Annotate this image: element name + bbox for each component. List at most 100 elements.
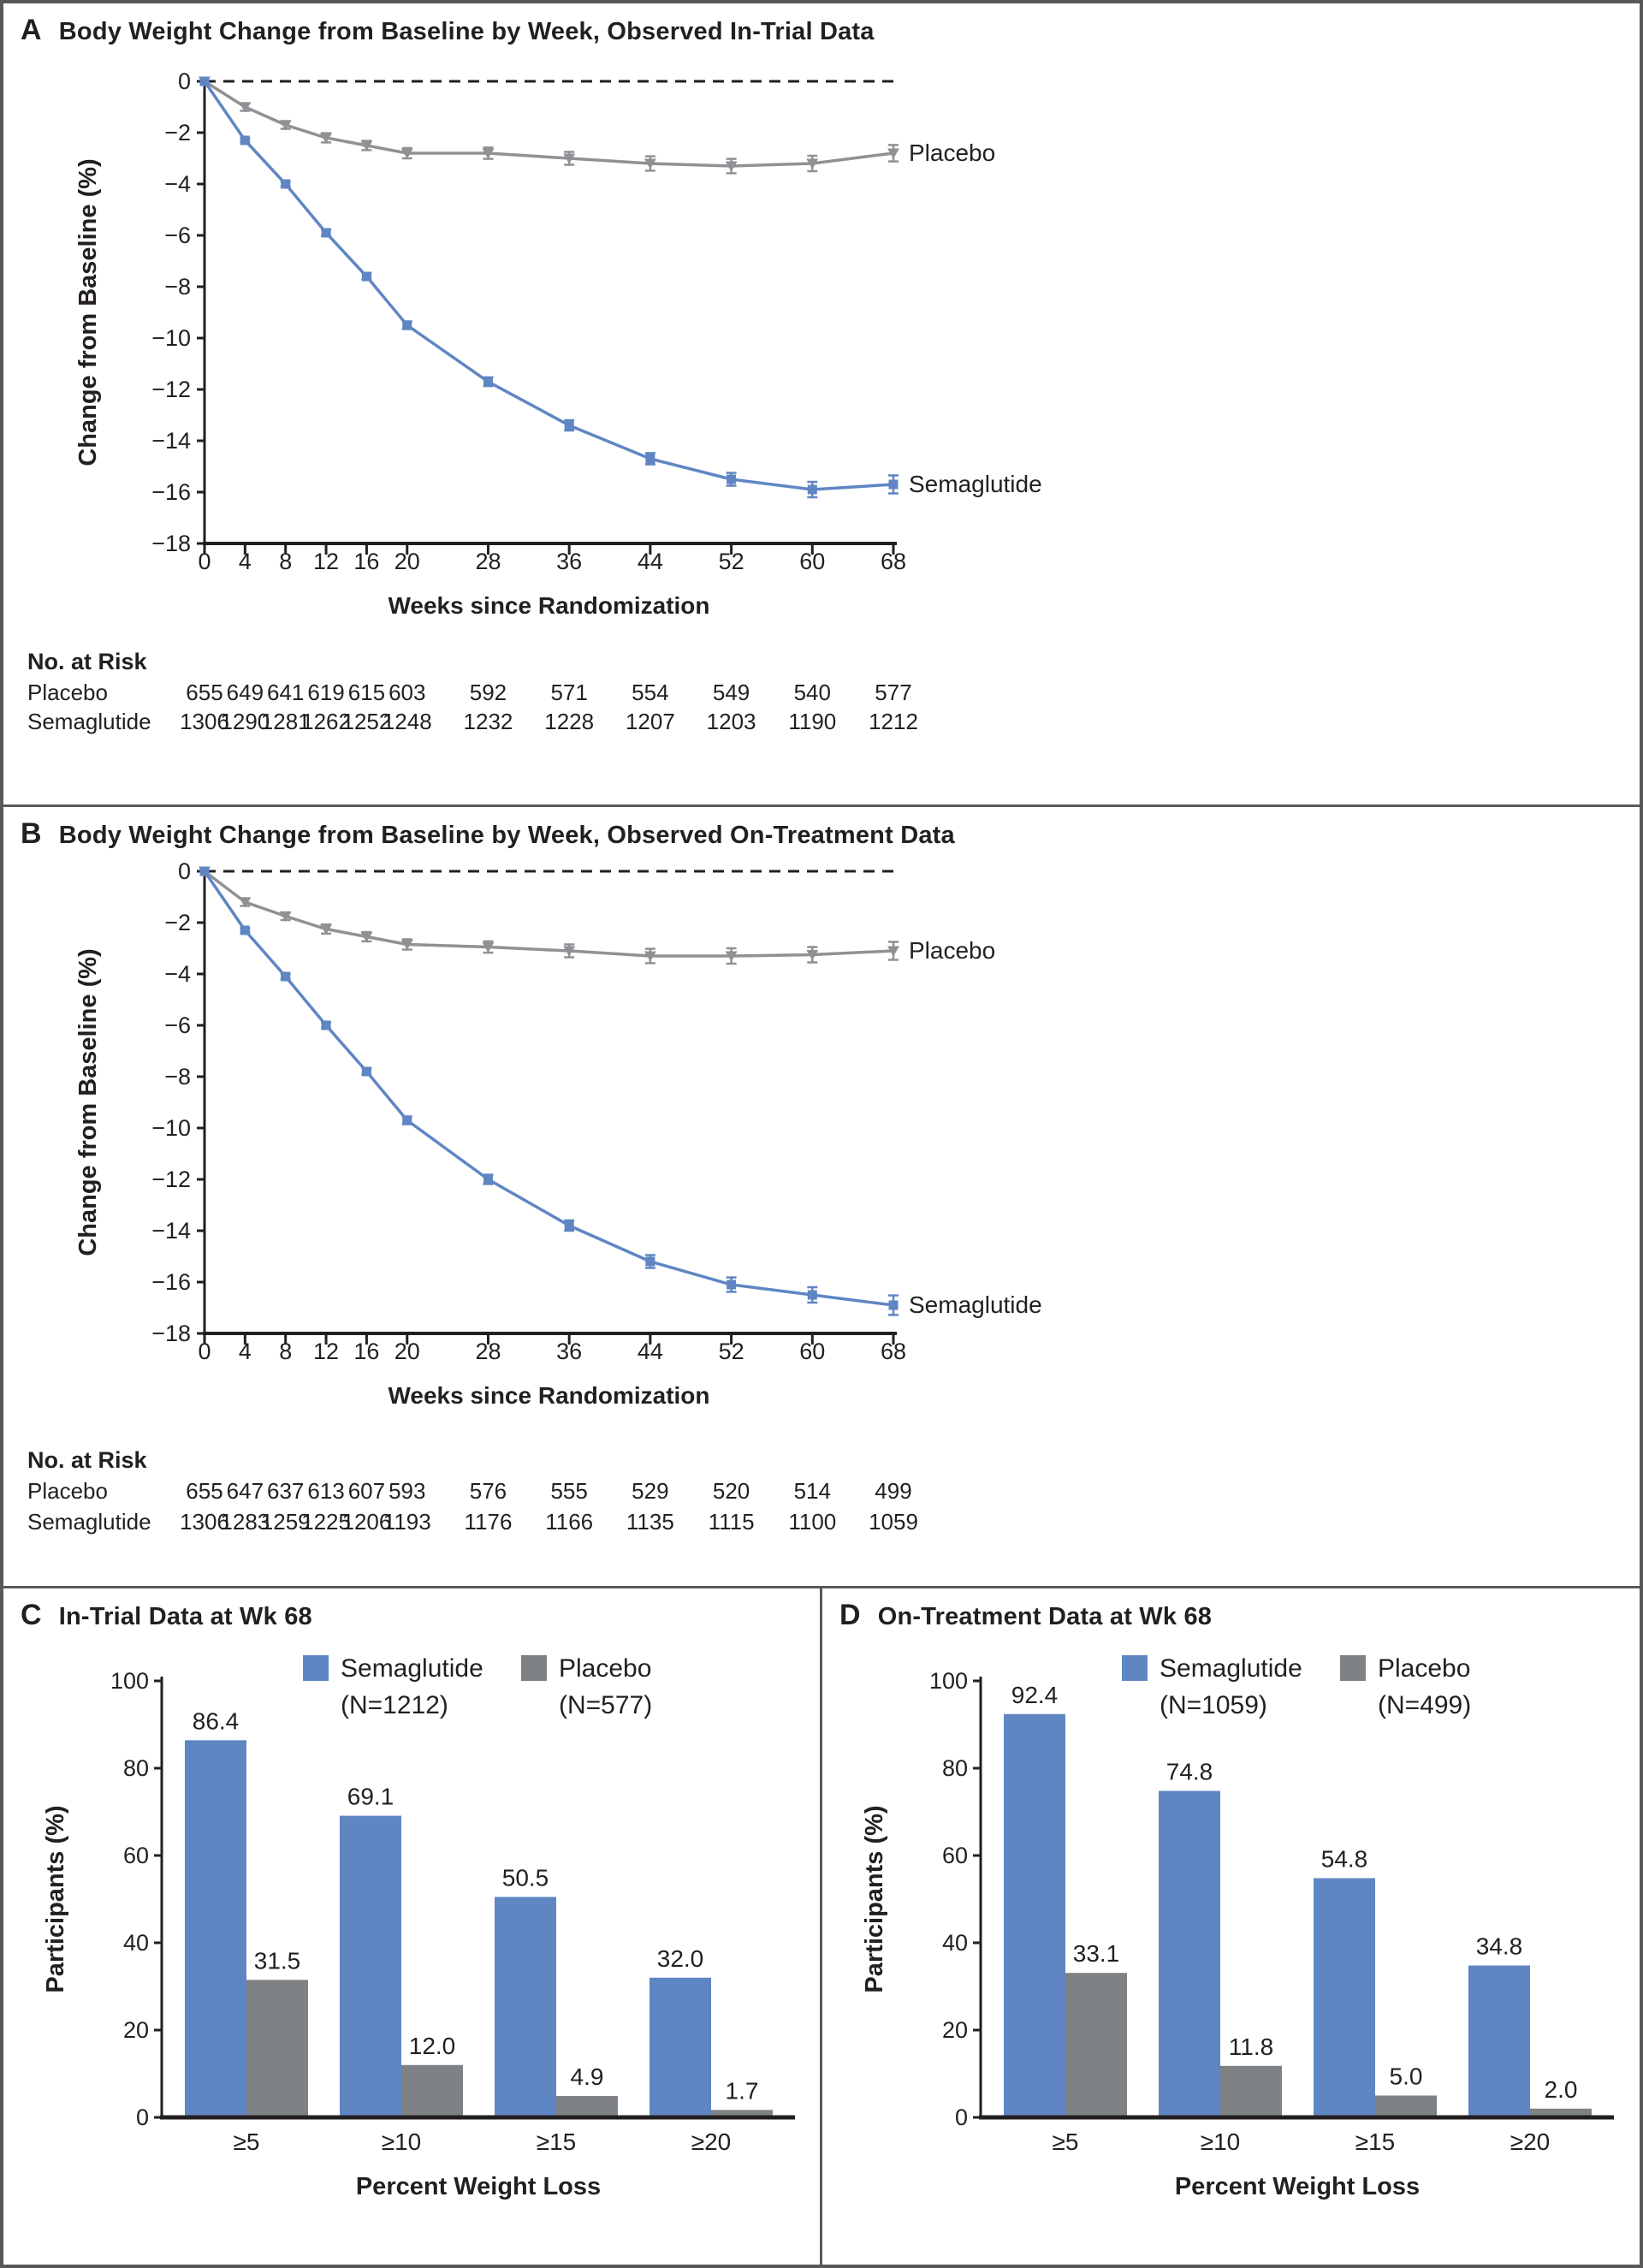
no-at-risk-count: 540: [794, 680, 831, 705]
no-at-risk-count: 655: [186, 1478, 222, 1504]
category-label: ≥5: [234, 2128, 260, 2155]
data-point-triangle: [360, 140, 373, 151]
y-tick-label: −4: [164, 171, 191, 197]
no-at-risk-count: 1283: [220, 1509, 270, 1535]
data-point-square: [281, 971, 291, 982]
y-tick-label: 60: [123, 1843, 149, 1868]
panel-b-title: B Body Weight Change from Baseline by Wee…: [21, 817, 955, 851]
no-at-risk-count: 1135: [626, 1509, 674, 1535]
series-label-semaglutide: Semaglutide: [909, 471, 1042, 497]
x-tick-label: 16: [353, 1339, 379, 1364]
no-at-risk-count: 1193: [383, 1509, 431, 1535]
panel-b: B Body Weight Change from Baseline by Wee…: [3, 804, 1640, 1586]
data-point-square: [564, 1220, 574, 1231]
panel-b-letter: B: [21, 817, 42, 850]
series-line-placebo: [203, 870, 894, 958]
no-at-risk-count: 1281: [261, 709, 311, 734]
bar-value-label: 2.0: [1545, 2076, 1578, 2103]
panel-b-line-chart: Change from Baseline (%) 0 −2 −4 −6 −8 −10 −12 −…: [27, 858, 1042, 1535]
y-tick-label: −16: [151, 1269, 191, 1295]
series-label-semaglutide: Semaglutide: [909, 1291, 1042, 1318]
y-axis-title: Participants (%): [42, 1805, 69, 1992]
category-label: ≥15: [537, 2128, 577, 2155]
no-at-risk-count: 1232: [464, 709, 513, 734]
series-line-semaglutide: [203, 80, 894, 491]
data-point-square: [199, 76, 210, 86]
y-tick-label: −6: [164, 223, 191, 248]
no-at-risk-count: 607: [348, 1478, 385, 1504]
no-at-risk-count: 649: [227, 680, 264, 705]
legend-swatch-semaglutide: [1122, 1655, 1148, 1681]
bar-value-label: 32.0: [657, 1945, 704, 1972]
x-tick-label: 16: [353, 549, 379, 574]
no-at-risk-count: 529: [632, 1478, 668, 1504]
no-at-risk-count: 1306: [180, 709, 229, 734]
no-at-risk-count: 1207: [626, 709, 675, 734]
no-at-risk-row-label: Placebo: [27, 1478, 108, 1504]
x-axis-title: Percent Weight Loss: [1175, 2173, 1420, 2200]
data-point-square: [240, 925, 250, 935]
x-tick-label: 36: [556, 549, 582, 574]
no-at-risk-count: 1290: [220, 709, 270, 734]
bar-value-label: 74.8: [1166, 1759, 1213, 1785]
panel-c-title-text: In-Trial Data at Wk 68: [58, 1603, 312, 1630]
y-tick-label: −18: [151, 531, 191, 556]
bar-semaglutide: [649, 1977, 711, 2117]
data-point-square: [727, 1279, 737, 1290]
data-point-square: [199, 866, 210, 876]
data-point-square: [807, 1290, 817, 1300]
no-at-risk-count: 576: [470, 1478, 507, 1504]
x-tick-label: 0: [198, 1339, 211, 1364]
panel-c-title: C In-Trial Data at Wk 68: [21, 1599, 312, 1632]
no-at-risk-count: 549: [713, 680, 750, 705]
data-point-square: [402, 320, 412, 330]
bar-placebo: [556, 2096, 618, 2117]
x-tick-label: 20: [394, 1339, 420, 1364]
series-label-placebo: Placebo: [909, 140, 995, 166]
bar-value-label: 11.8: [1229, 2033, 1273, 2060]
x-tick-label: 28: [475, 1339, 501, 1364]
panel-c-bar-chart: Participants (%) 0 20 40 60 80 100 86.4 31.5 ≥5 69…: [42, 1654, 795, 2200]
data-point-triangle: [644, 158, 656, 169]
no-at-risk-count: 1206: [341, 1509, 391, 1535]
data-point-triangle: [725, 951, 738, 962]
y-tick-label: 0: [136, 2105, 149, 2130]
data-point-triangle: [644, 951, 656, 962]
panel-b-title-text: Body Weight Change from Baseline by Week…: [58, 822, 955, 849]
no-at-risk-count: 1212: [869, 709, 918, 734]
legend-label: Semaglutide: [1160, 1654, 1302, 1683]
category-label: ≥5: [1053, 2128, 1079, 2155]
no-at-risk-count: 637: [267, 1478, 304, 1504]
y-tick-label: 80: [123, 1755, 149, 1781]
no-at-risk-count: 1203: [707, 709, 756, 734]
x-tick-label: 12: [313, 1339, 339, 1364]
legend-label: Placebo: [1378, 1654, 1470, 1683]
no-at-risk-count: 1190: [788, 709, 836, 734]
bar-value-label: 86.4: [193, 1707, 240, 1734]
y-tick-label: 80: [942, 1755, 968, 1781]
panel-c: C In-Trial Data at Wk 68 Participants (%)…: [3, 1586, 820, 2265]
y-axis-title: Change from Baseline (%): [74, 158, 102, 466]
x-tick-label: 44: [638, 1339, 663, 1364]
data-point-square: [727, 474, 737, 484]
data-point-square: [361, 1066, 371, 1077]
y-tick-label: −10: [151, 1115, 191, 1141]
bar-value-label: 1.7: [726, 2077, 759, 2104]
y-tick-label: 20: [123, 2017, 149, 2043]
x-tick-label: 12: [313, 549, 339, 574]
y-tick-label: −12: [151, 377, 191, 402]
panel-d: D On-Treatment Data at Wk 68 Participants…: [820, 1586, 1640, 2265]
bar-semaglutide: [1468, 1965, 1530, 2117]
y-tick-label: −16: [151, 479, 191, 505]
data-point-square: [321, 228, 331, 238]
data-point-triangle: [320, 133, 333, 144]
x-tick-label: 8: [279, 1339, 292, 1364]
x-axis-title: Weeks since Randomization: [388, 592, 709, 619]
bar-value-label: 33.1: [1073, 1940, 1120, 1967]
category-label: ≥10: [1201, 2128, 1241, 2155]
bar-value-label: 12.0: [409, 2033, 456, 2059]
no-at-risk-count: 1252: [341, 709, 391, 734]
bar-semaglutide: [1004, 1713, 1065, 2117]
no-at-risk-count: 577: [875, 680, 911, 705]
no-at-risk-count: 613: [307, 1478, 344, 1504]
